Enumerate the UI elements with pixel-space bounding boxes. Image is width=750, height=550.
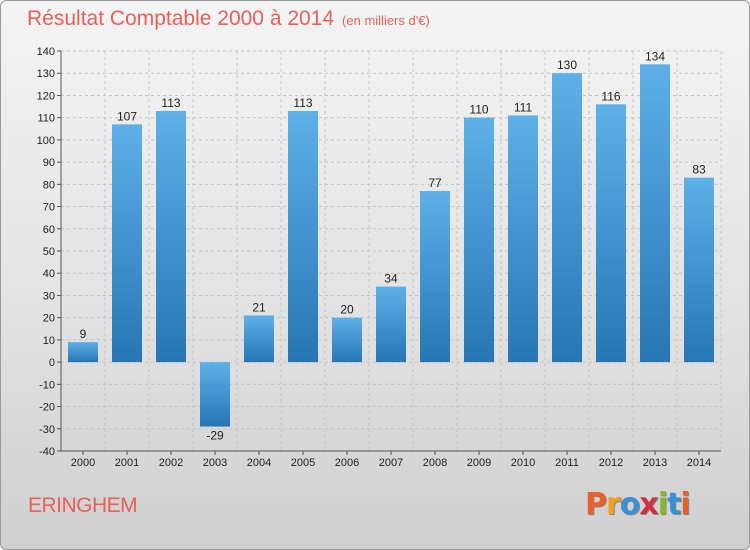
logo-letter: P	[585, 487, 607, 522]
bar-2014	[684, 177, 714, 363]
bar-2010	[508, 115, 538, 363]
y-tick-label: -10	[39, 379, 55, 391]
data-label: 113	[293, 96, 312, 110]
data-label: 107	[117, 109, 137, 123]
data-labels: 9 107 113 -29 21 113 20 34 77 110 111 130 116 134 83	[80, 49, 706, 442]
y-tick-label: 20	[43, 313, 55, 325]
y-tick-label: -40	[39, 446, 55, 458]
y-tick-label: 80	[43, 179, 55, 191]
y-tick-label: 0	[49, 357, 55, 369]
y-tick-label: 50	[43, 246, 55, 258]
bar-2011	[552, 73, 582, 363]
bar-2004	[244, 315, 274, 363]
data-label: 134	[645, 49, 665, 63]
bar-2005	[288, 111, 318, 363]
bars	[68, 64, 714, 427]
bar-2008	[420, 191, 450, 363]
data-label: 9	[80, 327, 87, 341]
logo-letter: x	[639, 487, 658, 522]
bar-2012	[596, 104, 626, 363]
x-tick-label: 2005	[291, 457, 315, 469]
logo-letter: i	[657, 487, 668, 522]
logo-letter: o	[619, 487, 641, 522]
data-label: -29	[206, 429, 224, 443]
logo-letter: t	[667, 487, 681, 522]
x-tick-label: 2002	[159, 457, 183, 469]
commune-name: ERINGHEM	[28, 494, 138, 517]
y-tick-label: 30	[43, 290, 55, 302]
proxiti-logo: Proxiti	[585, 487, 691, 522]
x-tick-label: 2013	[643, 457, 667, 469]
bar-2009	[464, 117, 494, 363]
y-tick-label: 120	[37, 90, 55, 102]
bar-2003	[200, 362, 230, 427]
axes: -40 -30 -20 -10 0 10 20 30 40 50 60 70 80 90 100 110 120…	[37, 46, 721, 469]
y-tick-label: -30	[39, 424, 55, 436]
x-tick-label: 2004	[247, 457, 271, 469]
data-label: 34	[384, 272, 398, 286]
y-tick-label: 70	[43, 202, 55, 214]
bar-2007	[376, 286, 406, 363]
data-label: 20	[340, 303, 354, 317]
bar-2001	[112, 124, 142, 363]
logo-letter: r	[606, 487, 621, 522]
y-tick-label: 40	[43, 268, 55, 280]
data-label: 111	[514, 100, 533, 114]
y-tick-label: -20	[39, 402, 55, 414]
x-tick-label: 2006	[335, 457, 359, 469]
y-tick-label: 130	[37, 68, 55, 80]
data-label: 21	[252, 300, 266, 314]
x-tick-label: 2009	[467, 457, 491, 469]
bar-2013	[640, 64, 670, 363]
data-label: 116	[601, 89, 620, 103]
chart-subtitle: (en milliers d'€)	[342, 13, 430, 28]
x-tick-label: 2010	[511, 457, 535, 469]
x-tick-label: 2014	[687, 457, 711, 469]
logo-letter: i	[680, 487, 690, 522]
x-tick-label: 2003	[203, 457, 227, 469]
y-tick-label: 60	[43, 224, 55, 236]
y-tick-label: 110	[37, 113, 55, 125]
data-label: 113	[161, 96, 180, 110]
title-text: Résultat Comptable 2000 à 2014	[27, 7, 335, 30]
data-label: 110	[469, 103, 488, 117]
x-tick-label: 2000	[71, 457, 95, 469]
y-tick-label: 90	[43, 157, 55, 169]
bar-2000	[68, 342, 98, 363]
data-label: 83	[692, 163, 706, 177]
chart-title: Résultat Comptable 2000 à 2014 (en millie…	[27, 7, 430, 31]
bar-2002	[156, 111, 186, 363]
data-label: 130	[557, 58, 577, 72]
bar-2006	[332, 317, 362, 363]
x-tick-label: 2012	[599, 457, 623, 469]
x-tick-label: 2001	[115, 457, 139, 469]
x-tick-label: 2008	[423, 457, 447, 469]
y-tick-label: 140	[37, 46, 55, 58]
y-tick-label: 10	[43, 335, 55, 347]
x-tick-label: 2011	[555, 457, 579, 469]
data-label: 77	[428, 176, 442, 190]
y-tick-label: 100	[37, 135, 55, 147]
x-tick-label: 2007	[379, 457, 403, 469]
